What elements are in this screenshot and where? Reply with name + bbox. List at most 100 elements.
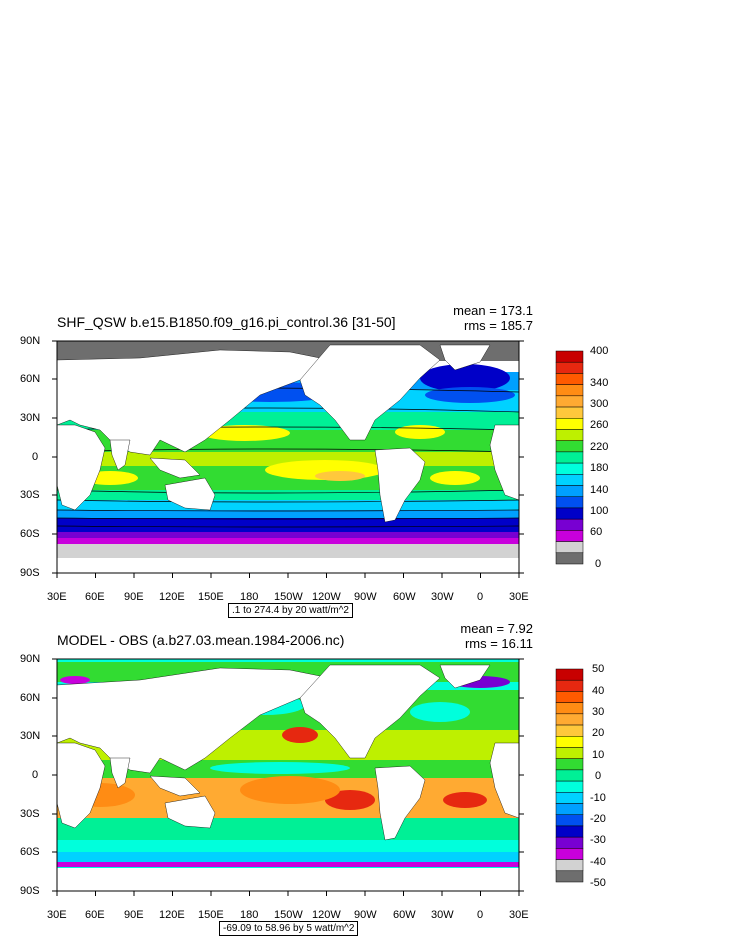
panel1-lon-label: 150W: [274, 591, 303, 603]
panel1-lat-label: 60N: [20, 373, 41, 385]
panel2-lon-label: 30W: [431, 909, 454, 921]
panel2-map: [57, 659, 519, 891]
colorbar-swatch: [555, 713, 584, 726]
panel1-ticks: [52, 340, 524, 578]
panel1-colorbar-label: 140: [590, 484, 609, 496]
panel2-colorbar-label: 20: [592, 727, 605, 739]
colorbar-swatch: [555, 350, 584, 363]
band-antarctic-gray: [57, 544, 519, 558]
colorbar-swatch: [555, 836, 584, 849]
diff-pacific-red-s: [325, 790, 375, 810]
panel1-lon-label: 30W: [431, 591, 454, 603]
colorbar-swatch: [555, 679, 584, 692]
panel2-lon-label: 150E: [198, 909, 224, 921]
panel2-lon-label: 180: [240, 909, 259, 921]
panel1-colorbar-label: 300: [590, 398, 609, 410]
colorbar-swatch: [555, 758, 584, 771]
colorbar-swatch: [555, 440, 584, 453]
colorbar-swatch: [555, 395, 584, 408]
panel1-range-box: .1 to 274.4 by 20 watt/m^2: [228, 603, 353, 618]
panel1-lat-label: 90N: [20, 335, 41, 347]
panel2-ticks: [52, 658, 524, 896]
diff-eq-cyan: [210, 762, 350, 774]
diff-pacific-orange: [240, 776, 340, 804]
panel2-range-box: -69.09 to 58.96 by 5 watt/m^2: [219, 921, 359, 936]
panel2-lon-label: 30E: [47, 909, 67, 921]
land-europe-asia: [57, 349, 331, 456]
panel2-rms: rms = 16.11: [464, 636, 533, 651]
panel2-colorbar-label: 30: [592, 706, 605, 718]
panel1-lat-label: 30S: [20, 489, 40, 501]
colorbar-swatch: [555, 736, 584, 748]
panel1-colorbar-label: 400: [590, 345, 609, 357]
diff-s-cyan: [57, 818, 519, 840]
panel2-lat-label: 60N: [20, 692, 41, 704]
panel1-lon-label: 150E: [198, 591, 224, 603]
panel2-lon-label: 120W: [312, 909, 341, 921]
colorbar-swatch: [555, 747, 584, 759]
colorbar-swatch: [555, 814, 584, 827]
colorbar-swatch: [555, 451, 584, 464]
land-australia: [164, 477, 216, 511]
panel2-colorbar-label: 0: [595, 770, 602, 782]
panel1-lat-label: 90S: [20, 567, 40, 579]
panel1-lat-label: 60S: [20, 528, 40, 540]
panel2-lat-label: 90S: [20, 885, 40, 897]
land-africa-east-wrap: [489, 424, 519, 501]
colorbar-swatch: [555, 518, 584, 531]
colorbar-swatch: [555, 668, 584, 681]
diff-natlantic-cyan: [410, 702, 470, 722]
antarctica-2: [57, 868, 519, 891]
panel1-colorbar-label: 100: [590, 505, 609, 517]
diff-so-purple: [57, 862, 519, 867]
colorbar-swatch: [555, 361, 584, 374]
panel2-lat-label: 60S: [20, 846, 40, 858]
panel2-colorbar: [555, 668, 584, 883]
panel2-colorbar-label: -30: [590, 834, 606, 846]
colorbar-swatch: [555, 691, 584, 703]
colorbar-swatch: [555, 474, 584, 486]
panel2-lon-label: 60W: [393, 909, 416, 921]
panel2-lat-label: 90N: [20, 653, 41, 665]
diff-pacific-red-n: [282, 727, 318, 743]
band-s-darkblue: [57, 518, 519, 532]
panel2-colorbar-label: 40: [592, 685, 605, 697]
panel2-colorbar-label: -10: [590, 792, 606, 804]
max-pacific-core: [315, 471, 365, 481]
panel2-lon-label: 90W: [354, 909, 377, 921]
nh-atlantic-darkblue: [420, 364, 510, 392]
colorbar-swatch: [555, 507, 584, 520]
panel2-colorbar-label: -20: [590, 813, 606, 825]
panel1-lon-label: 30E: [509, 591, 529, 603]
land-greenland: [439, 344, 491, 371]
band-s-purple: [57, 532, 519, 538]
antarctica: [57, 558, 519, 573]
panel1-colorbar-label: 60: [590, 526, 603, 538]
panel2-lat-label: 30S: [20, 808, 40, 820]
panel1-lon-label: 120E: [159, 591, 185, 603]
panel1-mean: mean = 173.1: [453, 303, 533, 318]
colorbar-swatch: [555, 859, 584, 872]
panel2-lon-label: 90E: [124, 909, 144, 921]
nh-atlantic-blue: [425, 387, 515, 403]
band-s-magenta: [57, 538, 519, 544]
panel2-colorbar-label: -40: [590, 856, 606, 868]
colorbar-swatch: [555, 825, 584, 838]
panel1-lon-label: 90W: [354, 591, 377, 603]
diff-atlantic-red: [443, 792, 487, 808]
colorbar-swatch: [555, 780, 584, 793]
band-smid-cyan: [57, 500, 519, 510]
land-india: [109, 439, 131, 471]
panel2-lon-label: 0: [477, 909, 484, 921]
panel2-colorbar-label: 50: [592, 663, 605, 675]
panel2-lat-label: 0: [32, 769, 39, 781]
colorbar-swatch: [555, 541, 584, 554]
panel1-colorbar-label: 0: [595, 558, 602, 570]
colorbar-swatch: [555, 769, 584, 782]
panel1-colorbar-label: 180: [590, 462, 609, 474]
colorbar-swatch: [555, 406, 584, 419]
panel1-colorbar-label: 260: [590, 419, 609, 431]
colorbar-swatch: [555, 724, 584, 737]
diff-so-lightblue: [57, 852, 519, 862]
colorbar-swatch: [555, 803, 584, 815]
